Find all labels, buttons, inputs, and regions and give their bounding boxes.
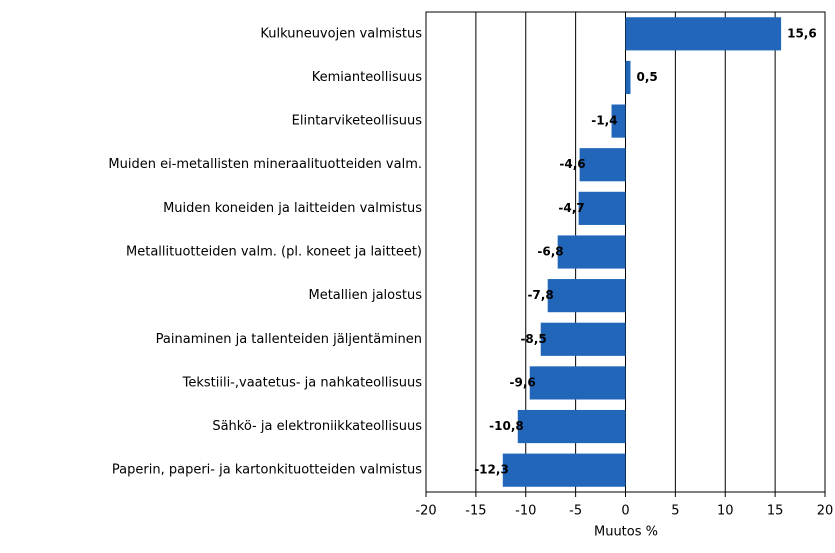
value-label: -9,6 (509, 375, 535, 389)
x-tick-label: -10 (515, 504, 536, 519)
x-tick-label: 15 (767, 504, 784, 519)
value-label: -4,6 (559, 157, 585, 171)
value-label: -6,8 (537, 245, 563, 259)
y-tick-label: Painaminen ja tallenteiden jäljentäminen (156, 332, 422, 347)
y-tick-label: Metallien jalostus (308, 288, 422, 303)
bar (625, 17, 782, 51)
bar (579, 148, 626, 182)
x-tick-label: 5 (671, 504, 679, 519)
bar (557, 235, 626, 269)
value-label: -10,8 (489, 419, 524, 433)
bar (502, 453, 626, 487)
value-label: -8,5 (520, 332, 546, 346)
y-tick-label: Muiden ei-metallisten mineraalituotteide… (108, 157, 422, 172)
value-label: 15,6 (787, 26, 817, 40)
plot-border (425, 11, 826, 493)
x-tick-label: 10 (717, 504, 734, 519)
value-label: -1,4 (591, 114, 617, 128)
x-tick-label: -15 (465, 504, 486, 519)
y-tick-label: Sähkö- ja elektroniikkateollisuus (212, 419, 422, 434)
x-tick-label: -5 (569, 504, 582, 519)
x-axis-label: Muutos % (594, 525, 658, 540)
value-label: -7,8 (527, 288, 553, 302)
y-tick-label: Metallituotteiden valm. (pl. koneet ja l… (126, 245, 422, 260)
x-tick-label: 20 (817, 504, 834, 519)
bar (517, 409, 626, 444)
bar (611, 104, 626, 138)
value-label: -12,3 (474, 463, 509, 477)
x-tick-label: 0 (621, 504, 629, 519)
x-tick-label: -20 (415, 504, 436, 519)
y-tick-label: Paperin, paperi- ja kartonkituotteiden v… (112, 463, 422, 478)
bar (529, 366, 626, 400)
bar (625, 60, 631, 95)
y-tick-label: Tekstiili-,vaatetus- ja nahkateollisuus (182, 375, 423, 390)
bar (578, 191, 626, 225)
y-tick-label: Elintarviketeollisuus (292, 114, 423, 129)
bar (540, 322, 626, 356)
y-tick-label: Kemianteollisuus (312, 70, 422, 85)
value-label: -4,7 (558, 201, 584, 215)
bar (547, 279, 626, 313)
y-tick-label: Kulkuneuvojen valmistus (260, 26, 422, 41)
value-label: 0,5 (636, 70, 657, 84)
y-tick-label: Muiden koneiden ja laitteiden valmistus (163, 201, 422, 216)
